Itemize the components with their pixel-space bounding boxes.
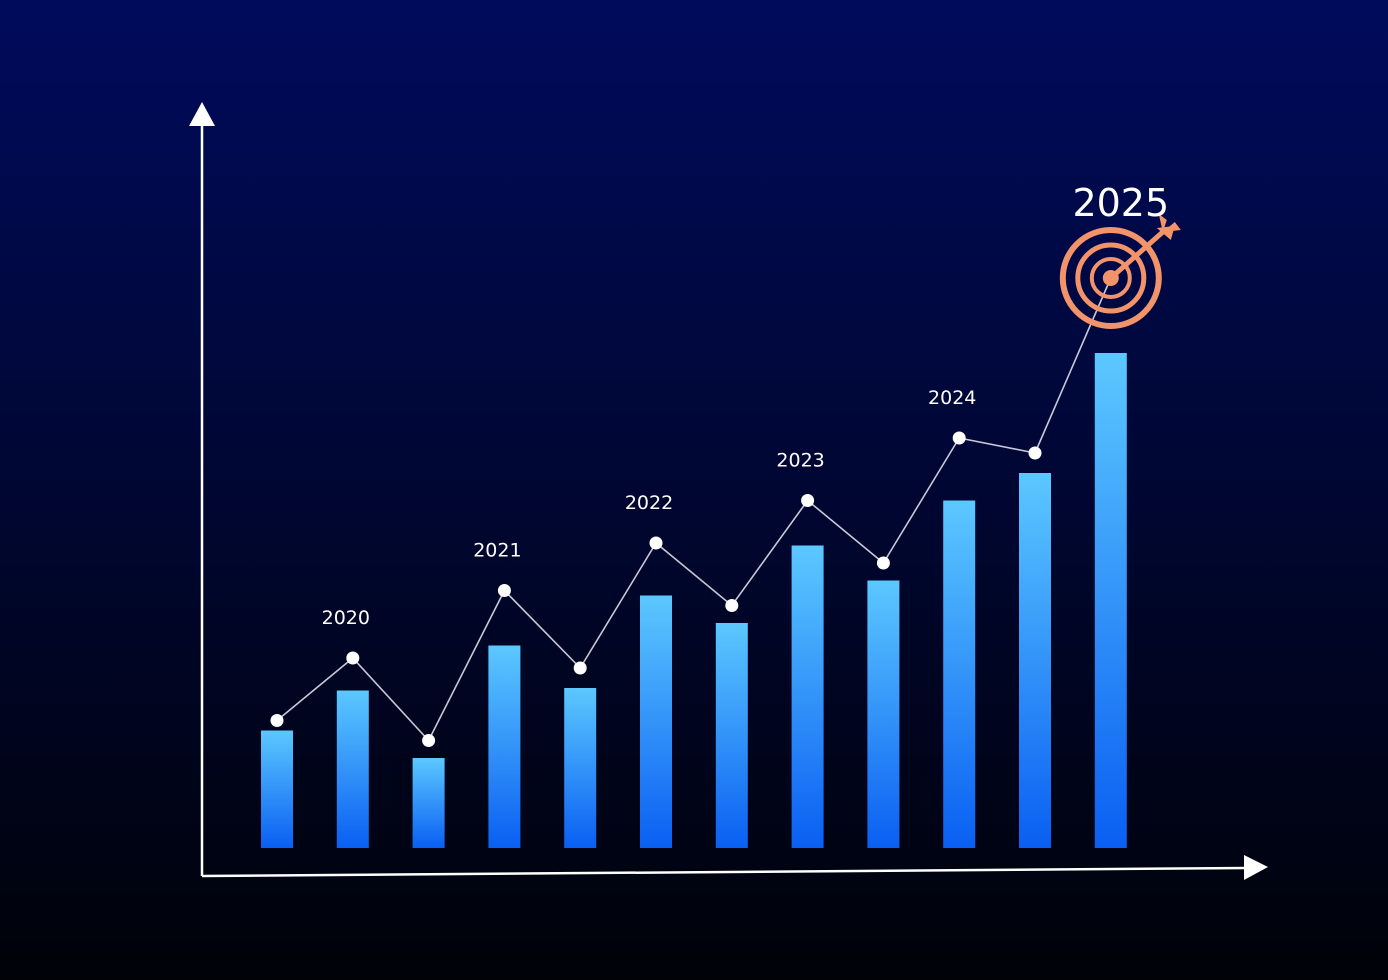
bar: [640, 595, 672, 848]
year-label: 2025: [1072, 181, 1169, 225]
line-point: [497, 584, 511, 597]
target-arrow-icon: [1059, 214, 1181, 329]
bar: [791, 545, 824, 848]
line-point: [346, 651, 360, 665]
line-point: [725, 599, 739, 612]
line-point: [270, 714, 284, 727]
year-label: 2024: [928, 387, 976, 409]
line-point: [952, 431, 966, 445]
year-label: 2021: [473, 540, 521, 562]
bar: [1019, 473, 1051, 848]
axes: [189, 102, 1268, 880]
line-point: [1028, 446, 1042, 460]
year-label: 2022: [625, 492, 673, 514]
markers: [270, 431, 1042, 747]
year-label: 2023: [776, 450, 824, 472]
target-group: [1059, 214, 1181, 329]
bar: [715, 623, 748, 848]
bar: [1094, 353, 1127, 848]
labels: 2020 2021 2022 2023 2024 2025: [322, 181, 1170, 629]
bar: [943, 500, 976, 848]
line-point: [422, 734, 436, 747]
x-axis: [201, 866, 1249, 878]
bar: [336, 690, 369, 848]
bar: [261, 730, 293, 848]
bars: [261, 353, 1127, 848]
line-point: [801, 494, 815, 507]
bar: [412, 758, 445, 848]
bar: [867, 580, 900, 848]
bar: [488, 645, 521, 848]
line-point: [649, 536, 663, 550]
line-point: [573, 661, 587, 675]
year-label: 2020: [322, 607, 370, 629]
x-axis-arrow: [1244, 855, 1268, 880]
bar: [564, 688, 597, 848]
line-point: [876, 556, 890, 570]
y-axis-arrow: [189, 102, 215, 126]
